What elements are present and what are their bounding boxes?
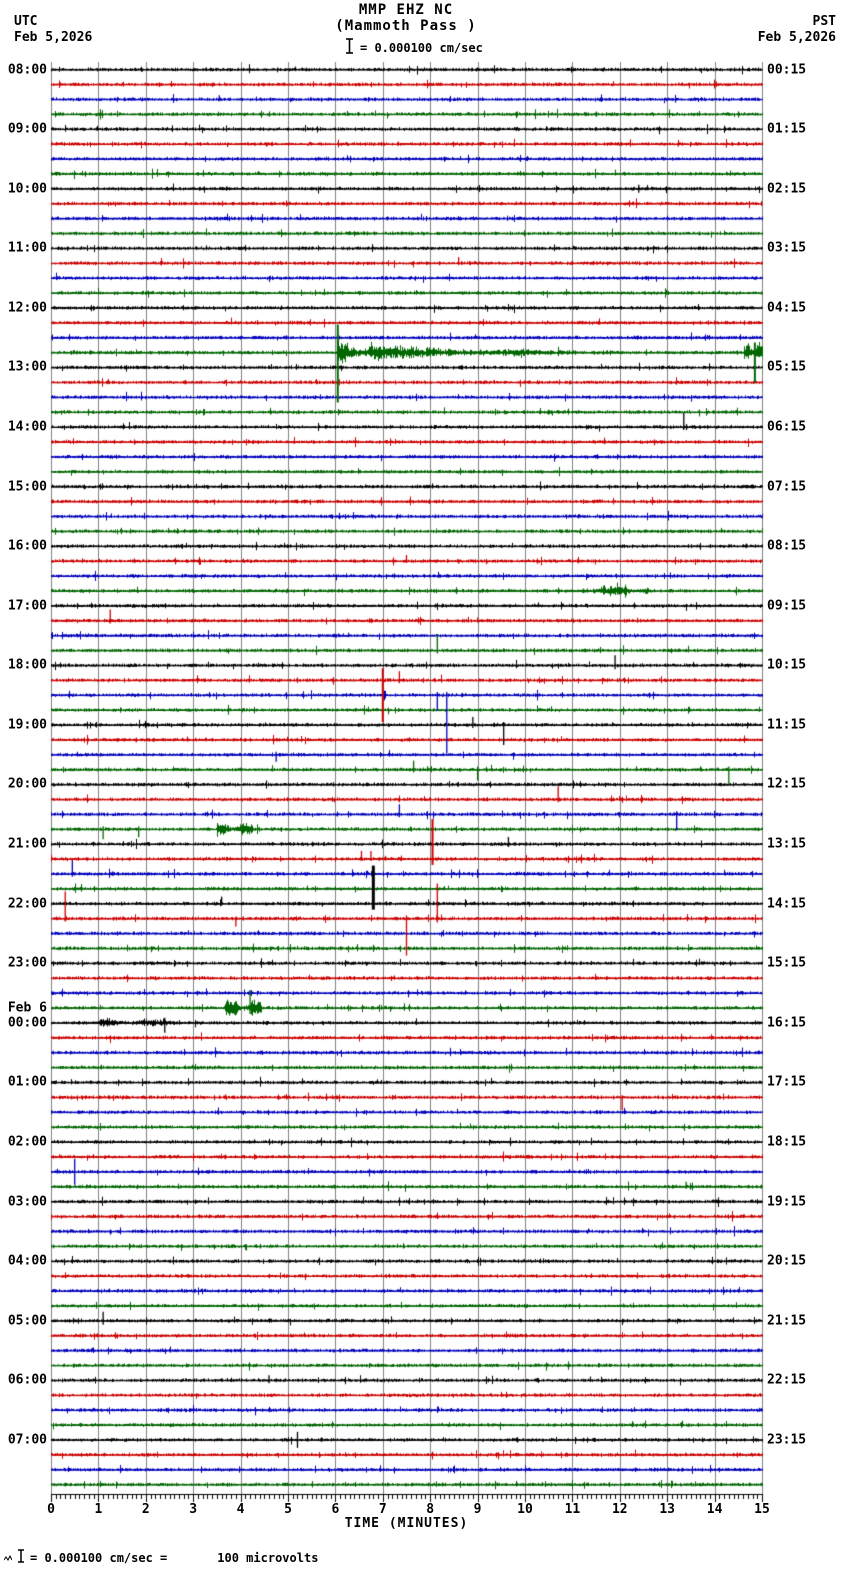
utc-hour-label: 03:00 (7, 1194, 47, 1210)
pst-hour-label: 00:15 (767, 62, 807, 77)
pst-header: PST Feb 5,2026 (758, 14, 836, 46)
utc-hour-label: 13:00 (7, 359, 47, 375)
x-axis-tick-label: 12 (611, 1502, 628, 1517)
scale-note: = 0.000100 cm/sec (345, 38, 483, 57)
pst-hour-label: 16:15 (767, 1015, 807, 1031)
footer-value-text: 100 microvolts (217, 1550, 319, 1565)
pst-hour-label: 15:15 (767, 955, 807, 971)
pst-hour-label: 11:15 (767, 717, 807, 733)
scale-note-label: = 0.000100 cm/sec (360, 40, 483, 55)
utc-hour-label: 23:00 (7, 955, 47, 971)
utc-hour-label: 12:00 (7, 300, 47, 316)
pst-hour-label: 03:15 (767, 240, 807, 256)
x-axis-tick-label: 14 (706, 1502, 723, 1517)
pst-hour-label: 23:15 (767, 1432, 807, 1448)
waveform-glyph (3, 1551, 13, 1565)
x-axis-tick-label: 4 (236, 1502, 245, 1517)
pst-hour-label: 05:15 (767, 359, 807, 375)
station-subtitle: (Mammoth Pass ) (335, 18, 477, 34)
pst-hour-label: 20:15 (767, 1253, 807, 1269)
utc-date: Feb 5,2026 (14, 30, 93, 45)
pst-date: Feb 5,2026 (757, 30, 836, 45)
pst-hour-label: 02:15 (767, 181, 807, 197)
utc-header: UTC Feb 5,2026 (14, 14, 92, 46)
utc-hour-label: 20:00 (7, 776, 47, 792)
utc-hour-label: 04:00 (7, 1253, 47, 1269)
pst-hour-label: 13:15 (767, 836, 807, 852)
scale-bar-icon (345, 38, 354, 57)
x-axis-tick-label: 9 (473, 1502, 482, 1517)
utc-hour-label: 07:00 (7, 1432, 47, 1448)
utc-hour-label: 01:00 (7, 1074, 47, 1090)
utc-hour-label: 14:00 (7, 419, 47, 435)
x-axis-tick-label: 11 (564, 1502, 581, 1517)
utc-hour-label: 15:00 (7, 479, 47, 495)
pst-hour-label: 08:15 (767, 538, 807, 554)
x-axis-tick-label: 8 (426, 1502, 435, 1517)
utc-hour-label: 21:00 (7, 836, 47, 852)
utc-hour-label: 16:00 (7, 538, 47, 554)
utc-date-rollover-label: Feb 6 (7, 1000, 47, 1016)
pst-hour-label: 04:15 (767, 300, 807, 316)
x-axis-title: TIME (MINUTES) (344, 1516, 469, 1531)
utc-hour-label: 17:00 (7, 598, 47, 614)
utc-hour-label: 09:00 (7, 121, 47, 137)
utc-hour-label: 18:00 (7, 657, 47, 673)
utc-hour-label: 00:00 (7, 1015, 47, 1031)
x-axis-tick-label: 1 (94, 1502, 103, 1517)
footer-scale-note: = 0.000100 cm/sec = 100 microvolts (3, 1549, 319, 1566)
utc-hour-label: 05:00 (7, 1313, 47, 1329)
pst-hour-label: 17:15 (767, 1074, 807, 1090)
pst-hour-label: 10:15 (767, 657, 807, 673)
x-axis-tick-label: 0 (47, 1502, 55, 1517)
station-title: MMP EHZ NC (358, 2, 454, 18)
x-axis-tick-label: 15 (754, 1502, 770, 1517)
pst-hour-label: 07:15 (767, 479, 807, 495)
utc-hour-label: 02:00 (7, 1134, 47, 1150)
x-axis-tick-label: 13 (659, 1502, 676, 1517)
utc-label: UTC (14, 14, 38, 29)
scale-bar-icon (17, 1549, 25, 1566)
pst-hour-label: 14:15 (767, 896, 807, 912)
utc-hour-label: 11:00 (7, 240, 47, 256)
pst-hour-label: 21:15 (767, 1313, 807, 1329)
x-axis-tick-label: 10 (517, 1502, 533, 1517)
utc-hour-label: 19:00 (7, 717, 47, 733)
x-axis-tick-label: 2 (141, 1502, 150, 1517)
x-axis-tick-label: 7 (378, 1502, 387, 1517)
pst-hour-label: 01:15 (767, 121, 807, 137)
x-axis-tick-label: 5 (284, 1502, 292, 1517)
utc-hour-label: 06:00 (7, 1372, 47, 1388)
pst-hour-label: 19:15 (767, 1194, 807, 1210)
x-axis-tick-label: 6 (331, 1502, 340, 1517)
pst-hour-label: 06:15 (767, 419, 807, 435)
footer-scale-text: = 0.000100 cm/sec = (30, 1550, 168, 1565)
utc-hour-label: 10:00 (7, 181, 47, 197)
pst-hour-label: 18:15 (767, 1134, 807, 1150)
pst-hour-label: 22:15 (767, 1372, 807, 1388)
pst-hour-label: 09:15 (767, 598, 807, 614)
pst-label: PST (812, 14, 836, 29)
utc-hour-label: 22:00 (7, 896, 47, 912)
utc-hour-label: 08:00 (7, 62, 47, 77)
pst-hour-label: 12:15 (767, 776, 807, 792)
x-axis-tick-label: 3 (189, 1502, 198, 1517)
